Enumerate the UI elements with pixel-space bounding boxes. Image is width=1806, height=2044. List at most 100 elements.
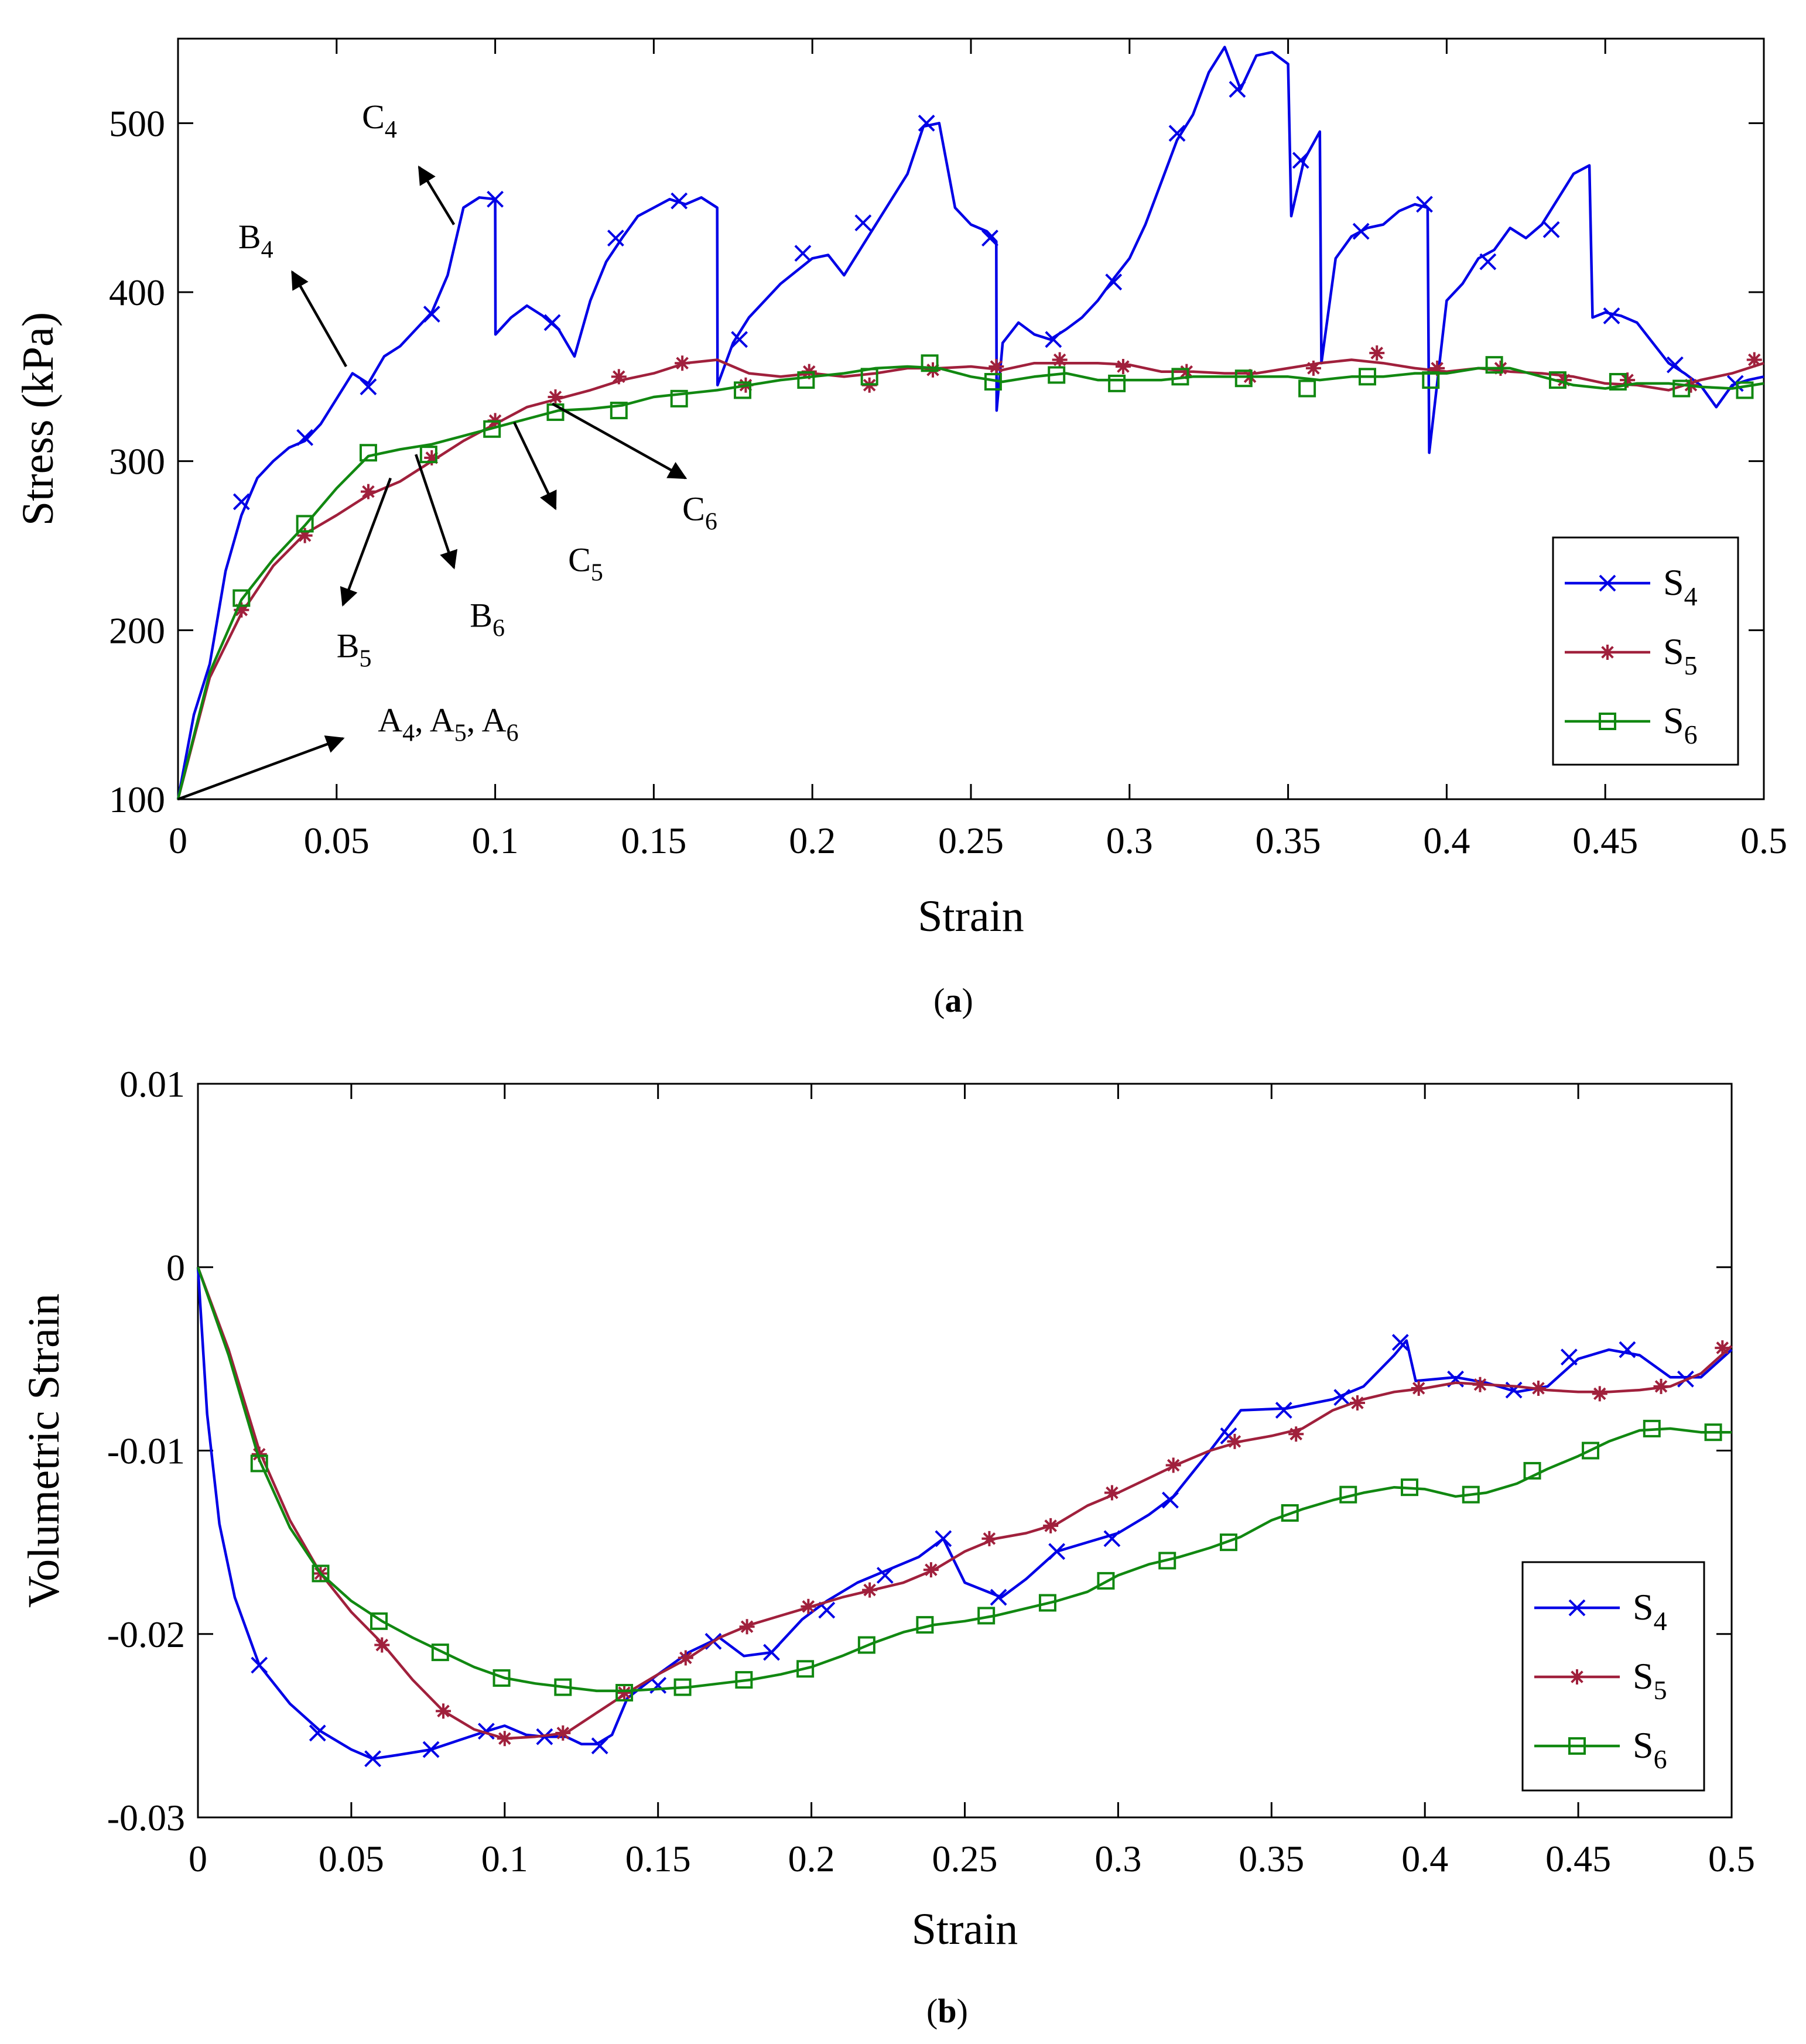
x-tick-label: 0.1 — [481, 1838, 528, 1879]
data-point — [297, 528, 313, 543]
data-point — [1103, 1530, 1121, 1547]
annotation-arrow — [551, 402, 687, 480]
data-point — [860, 368, 878, 386]
data-point — [1288, 1426, 1304, 1442]
data-point — [497, 1731, 512, 1747]
x-tick-label: 0.25 — [932, 1838, 998, 1879]
series-line — [196, 1267, 1733, 1761]
data-point — [1359, 368, 1376, 386]
legend-entry: S5 — [1534, 1655, 1667, 1705]
x-tick-label: 0 — [189, 1838, 207, 1879]
data-point — [1052, 352, 1068, 368]
data-point — [935, 1530, 952, 1547]
data-point — [1479, 253, 1497, 271]
data-point — [431, 1644, 449, 1662]
y-axis: -0.03 -0.02 -0.01 0 0.01 — [107, 1063, 1732, 1838]
annotation-label: C6 — [682, 490, 717, 536]
plot-area — [177, 37, 1765, 800]
panel-a: 0 0.05 0.1 0.15 0.2 0.25 0.3 0.35 0.4 0.45 0.5 100 2… — [13, 37, 1787, 1019]
data-point — [1416, 196, 1433, 213]
data-point — [1401, 1478, 1419, 1497]
data-point — [477, 1723, 495, 1740]
data-point — [1168, 125, 1186, 142]
data-point — [1298, 379, 1316, 398]
legend: S4 S5 S6 — [1521, 1561, 1705, 1792]
legend-marker — [1569, 1669, 1585, 1684]
y-axis: 100 200 300 400 500 — [109, 102, 1764, 820]
data-point — [548, 389, 563, 405]
x-tick-label: 0.45 — [1545, 1838, 1611, 1879]
data-point — [312, 1564, 330, 1583]
series-line — [176, 46, 1764, 800]
data-point — [1275, 1402, 1292, 1419]
data-point — [359, 444, 377, 462]
data-point — [1411, 1381, 1427, 1396]
data-point — [483, 420, 501, 438]
data-point — [988, 359, 1004, 375]
data-point — [1369, 345, 1385, 361]
data-point — [611, 369, 627, 385]
x-tick-label: 0.45 — [1572, 820, 1638, 861]
data-point — [763, 1644, 780, 1661]
x-axis-title: Strain — [912, 1905, 1018, 1954]
x-tick-label: 0 — [169, 820, 187, 861]
data-point — [1736, 381, 1754, 399]
annotation-arrow — [513, 422, 557, 511]
annotation-label: A4, A5, A6 — [378, 701, 518, 747]
data-point — [977, 1607, 996, 1625]
data-point — [796, 1660, 815, 1678]
legend-label: S6 — [1663, 700, 1698, 749]
data-point — [492, 1669, 511, 1687]
x-axis: 0 0.05 0.1 0.15 0.2 0.25 0.3 0.35 0.4 0.45 0.5 — [169, 39, 1787, 861]
data-point — [984, 372, 1002, 391]
data-point — [1619, 1341, 1636, 1358]
legend-entry: S6 — [1565, 700, 1698, 749]
data-point — [923, 1562, 939, 1578]
x-tick-label: 0.2 — [788, 1838, 835, 1879]
legend-marker — [1599, 574, 1616, 592]
data-point — [1162, 1491, 1179, 1509]
data-point — [424, 450, 440, 465]
x-tick-label: 0.4 — [1423, 820, 1470, 861]
y-tick-label: 0.01 — [119, 1063, 185, 1105]
data-point — [1115, 359, 1131, 375]
y-tick-label: -0.02 — [107, 1614, 185, 1655]
data-point — [854, 214, 872, 232]
data-point — [1556, 372, 1572, 388]
data-point — [1038, 1594, 1056, 1612]
data-point — [615, 1683, 634, 1701]
data-point — [1158, 1552, 1176, 1570]
y-tick-label: 500 — [109, 102, 165, 144]
data-point — [1048, 366, 1066, 384]
data-point — [918, 114, 935, 132]
data-point — [1746, 352, 1762, 368]
plot-area — [197, 1083, 1733, 1819]
data-point — [1292, 152, 1309, 169]
data-point — [734, 381, 752, 399]
x-tick-label: 0.05 — [319, 1838, 384, 1879]
data-point — [251, 1446, 267, 1462]
y-tick-label: 0 — [166, 1247, 185, 1288]
data-point — [1653, 1378, 1669, 1394]
y-tick-label: 400 — [109, 272, 165, 313]
data-point — [1165, 1457, 1181, 1473]
data-point — [1333, 1389, 1351, 1406]
data-point — [1105, 273, 1123, 291]
data-point — [487, 190, 504, 208]
data-point — [916, 1616, 934, 1634]
x-tick-label: 0.5 — [1708, 1838, 1755, 1879]
data-point — [554, 1678, 572, 1696]
data-point — [678, 1650, 693, 1666]
data-point — [1603, 307, 1620, 324]
data-point — [1666, 356, 1684, 374]
x-tick-label: 0.05 — [304, 820, 370, 861]
data-point — [1485, 356, 1503, 374]
data-point — [1391, 1334, 1409, 1351]
data-point — [1429, 360, 1445, 376]
data-point — [610, 402, 628, 420]
series-S5 — [196, 1266, 1733, 1747]
x-tick-label: 0.15 — [625, 1838, 691, 1879]
data-point — [1592, 1386, 1607, 1402]
series-S4 — [176, 46, 1764, 800]
data-point — [671, 192, 688, 210]
